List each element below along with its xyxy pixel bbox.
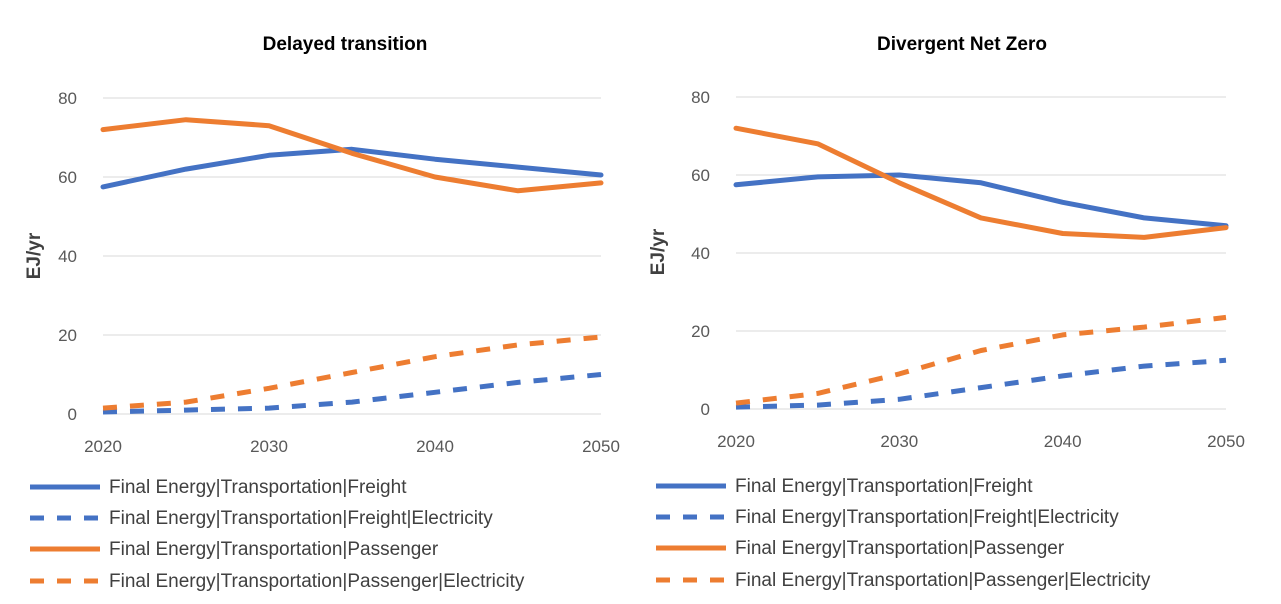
chart-title: Delayed transition [263,34,428,55]
legend-label: Final Energy|Transportation|Freight|Elec… [735,507,1119,528]
series-line-final-energy-transportation-freight [100,146,604,190]
series-line-final-energy-transportation-freight [733,172,1229,229]
x-tick-label: 2040 [1044,432,1082,451]
y-axis-label: EJ/yr [648,228,669,275]
x-tick-label: 2020 [84,437,122,456]
chart-panel-delayed-transition: Delayed transition 0 20 40 60 80 2020 2030 2040 2… [0,0,640,604]
legend-label: Final Energy|Transportation|Passenger|El… [109,571,525,592]
x-tick-label: 2030 [880,432,918,451]
y-tick-label: 60 [58,168,77,187]
y-tick-label: 40 [691,244,710,263]
y-tick-label: 80 [58,89,77,108]
legend-label: Final Energy|Transportation|Passenger [735,538,1065,559]
legend-item: Final Energy|Transportation|Passenger [656,538,1065,559]
series-line-final-energy-transportation-passenger-electricity [102,334,602,411]
legend-item: Final Energy|Transportation|Freight|Elec… [30,508,493,529]
legend-label: Final Energy|Transportation|Freight [735,476,1033,497]
y-tick-label: 60 [691,166,710,185]
y-axis-label: EJ/yr [24,232,45,279]
legend-item: Final Energy|Transportation|Freight [656,476,1033,497]
x-tick-label: 2020 [717,432,755,451]
legend-label: Final Energy|Transportation|Freight|Elec… [109,508,493,529]
legend-label: Final Energy|Transportation|Freight [109,477,407,498]
series-line-final-energy-transportation-freight-electricity [102,372,602,415]
legend-label: Final Energy|Transportation|Passenger [109,539,439,560]
series-line-final-energy-transportation-passenger [733,125,1229,240]
chart-title: Divergent Net Zero [877,34,1047,55]
series-line-final-energy-transportation-passenger [100,117,604,194]
legend-item: Final Energy|Transportation|Freight|Elec… [656,507,1119,528]
legend-label: Final Energy|Transportation|Passenger|El… [735,570,1151,591]
y-tick-label: 80 [691,88,710,107]
x-tick-label: 2050 [1207,432,1245,451]
y-tick-label: 20 [691,322,710,341]
x-tick-label: 2050 [582,437,620,456]
x-tick-label: 2030 [250,437,288,456]
series-line-final-energy-transportation-freight-electricity [735,357,1227,410]
legend-item: Final Energy|Transportation|Freight [30,477,407,498]
y-tick-label: 0 [68,405,77,424]
legend-item: Final Energy|Transportation|Passenger|El… [30,571,525,592]
y-tick-label: 40 [58,247,77,266]
legend-item: Final Energy|Transportation|Passenger [30,539,439,560]
x-tick-label: 2040 [416,437,454,456]
y-tick-label: 20 [58,326,77,345]
legend-item: Final Energy|Transportation|Passenger|El… [656,570,1151,591]
y-tick-label: 0 [701,400,710,419]
chart-panel-divergent-net-zero: Divergent Net Zero 0 20 40 60 80 2020 2030 2040 2… [640,0,1281,604]
series-line-final-energy-transportation-passenger-electricity [735,314,1227,406]
